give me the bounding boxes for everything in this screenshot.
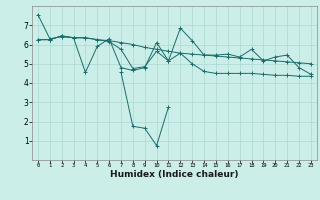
X-axis label: Humidex (Indice chaleur): Humidex (Indice chaleur) (110, 170, 239, 179)
